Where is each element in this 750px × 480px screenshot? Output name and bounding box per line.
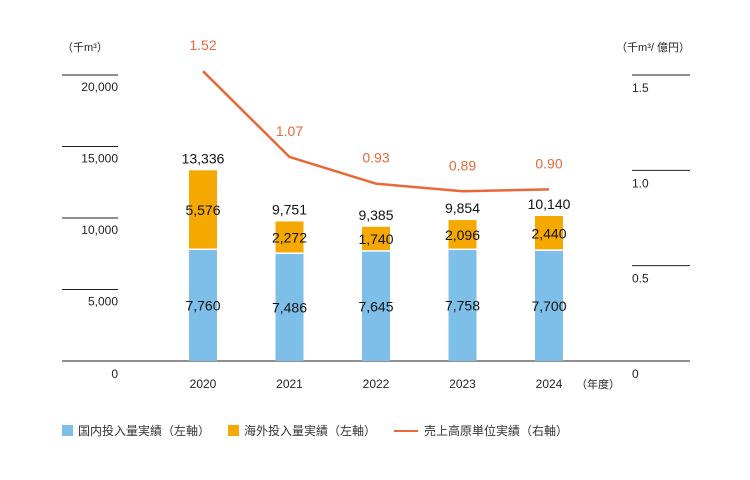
x-tick-label: 2020: [190, 377, 217, 391]
bar-label-domestic: 7,758: [445, 298, 480, 314]
bar-label-overseas: 2,096: [445, 227, 480, 243]
legend-label-unit: 売上高原単位実績（右軸）: [424, 424, 569, 438]
bar-label-overseas: 2,272: [272, 230, 307, 246]
line-point-label: 1.52: [189, 37, 216, 53]
bars: [189, 170, 563, 361]
bar-label-overseas: 2,440: [531, 225, 566, 241]
bar-label-domestic: 7,760: [185, 298, 220, 314]
y-right-tick-label: 0.5: [632, 272, 649, 286]
legend-item-domestic: 国内投入量実績（左軸）: [62, 422, 210, 439]
data-labels: 7,760 5,576 13,336 7,486 2,272 9,751 7,645 1,74…: [182, 150, 571, 315]
bar-domestic: [448, 250, 477, 361]
y-left-tick-label: 20,000: [81, 80, 118, 94]
x-tick-label: 2021: [276, 377, 303, 391]
unit-line: 1.52 1.07 0.93 0.89 0.90: [189, 37, 563, 193]
bar-total-label: 13,336: [182, 150, 225, 166]
bar-total-label: 10,140: [528, 196, 571, 212]
y-left-tick-label: 0: [111, 367, 118, 381]
bar-domestic: [189, 250, 217, 361]
y-left-tick-label: 10,000: [81, 223, 118, 237]
legend-swatch-overseas: [228, 425, 240, 436]
line-point-label: 1.07: [276, 123, 303, 139]
legend: 国内投入量実績（左軸） 海外投入量実績（左軸） 売上高原単位実績（右軸）: [62, 422, 586, 439]
bar-domestic: [275, 253, 304, 361]
bar-label-overseas: 5,576: [185, 202, 220, 218]
y-right-tick-label: 1.0: [632, 176, 649, 190]
x-tick-label: 2023: [449, 377, 476, 391]
bar-overseas: [189, 170, 217, 249]
y-left-tick-label: 5,000: [88, 295, 118, 309]
bar-label-domestic: 7,486: [272, 299, 307, 315]
y-left-axis-label: （千m³）: [62, 41, 108, 54]
bar-total-label: 9,385: [358, 207, 393, 223]
y-right-tick-label: 1.5: [632, 81, 649, 95]
legend-label-domestic: 国内投入量実績（左軸）: [78, 424, 211, 438]
legend-swatch-unit: [394, 429, 419, 432]
legend-item-unit: 売上高原単位実績（右軸）: [394, 422, 568, 439]
bar-overseas: [535, 215, 563, 250]
bar-label-overseas: 1,740: [358, 231, 393, 247]
x-tick-label: 2022: [363, 377, 390, 391]
legend-swatch-domestic: [62, 425, 73, 436]
y-left-tick-label: 15,000: [81, 152, 118, 166]
bar-overseas: [275, 221, 304, 253]
bar-label-domestic: 7,700: [531, 298, 566, 314]
x-tick-label: 2024: [536, 377, 563, 391]
bar-overseas: [448, 220, 477, 249]
y-right-tick-label: 0: [632, 367, 639, 381]
bar-label-domestic: 7,645: [358, 298, 393, 314]
y-right-axis-label: （千m³/ 億円）: [616, 41, 690, 54]
bar-total-label: 9,854: [445, 200, 480, 216]
bar-domestic: [362, 251, 390, 361]
axes: 0 5,000 10,000 15,000 20,000 0 0.5 1.0 1.5 （千m³） （…: [62, 41, 690, 391]
line-point-label: 0.93: [362, 150, 389, 166]
legend-item-overseas: 海外投入量実績（左軸）: [228, 422, 376, 439]
line-point-label: 0.90: [535, 155, 562, 171]
bar-overseas: [362, 226, 390, 251]
x-axis-label: （年度）: [576, 377, 620, 391]
unit-line-path: [202, 70, 550, 193]
line-point-label: 0.89: [449, 157, 476, 173]
legend-label-overseas: 海外投入量実績（左軸）: [244, 424, 377, 438]
bar-domestic: [535, 250, 563, 361]
bar-total-label: 9,751: [272, 201, 307, 217]
